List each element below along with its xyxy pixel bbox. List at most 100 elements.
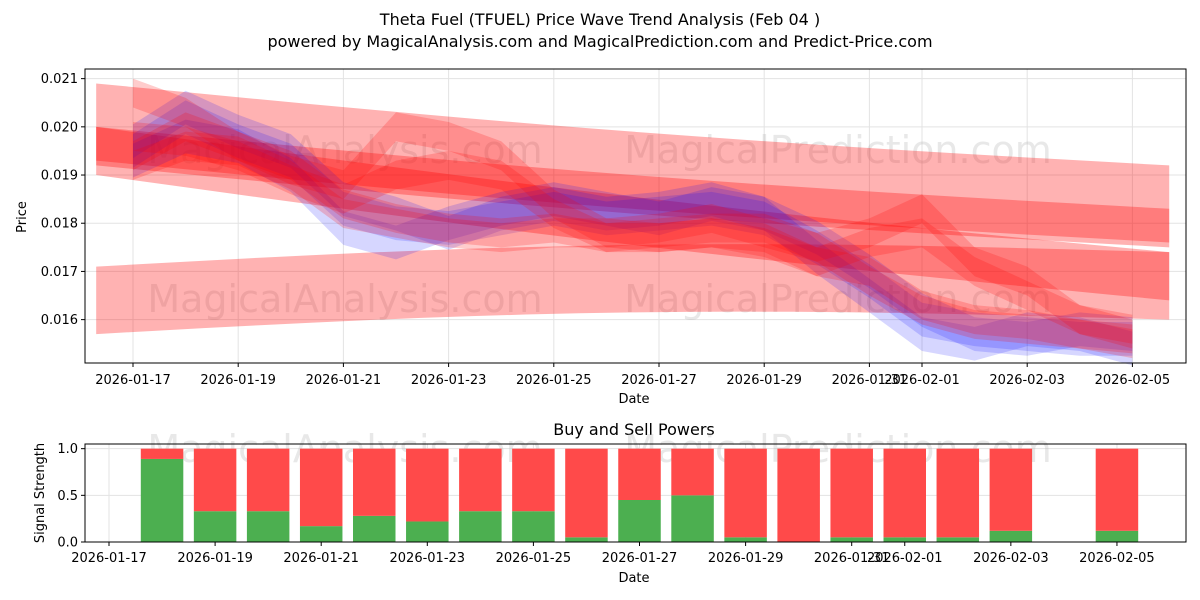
signal-y-ticks: 0.0 0.5 1.0 (57, 442, 85, 551)
sell-bar (618, 448, 661, 500)
signal-title: Buy and Sell Powers (553, 420, 715, 439)
buy-bar (883, 537, 926, 542)
signal-x-tick-label: 2026-01-31 (814, 551, 890, 566)
sell-bar (512, 448, 555, 512)
price-x-tick-label: 2026-01-23 (411, 373, 487, 388)
sell-bar (724, 448, 767, 538)
signal-x-ticks: 2026-01-17 2026-01-19 2026-01-21 2026-01-23… (71, 542, 1155, 566)
price-x-ticks: 2026-01-17 2026-01-19 2026-01-21 2026-01-23… (95, 363, 1170, 388)
buy-bar (406, 521, 449, 542)
sell-bar (883, 448, 926, 538)
signal-y-axis-label: Signal Strength (33, 443, 48, 543)
buy-bar (353, 515, 396, 542)
signal-axes-frame (84, 443, 1187, 543)
sell-bar (830, 448, 873, 538)
upper-trend-band (96, 83, 1170, 243)
buy-bar (140, 458, 184, 542)
buy-bar (512, 511, 555, 542)
sell-bar (671, 448, 714, 496)
sell-bar (140, 448, 184, 459)
price-y-axis-label: Price (15, 201, 30, 233)
price-x-tick-label: 2026-02-05 (1095, 373, 1171, 388)
signal-x-tick-label: 2026-02-05 (1079, 551, 1155, 566)
watermark-right-top: MagicalPrediction.com (624, 128, 1052, 172)
price-y-tick-label: 0.018 (41, 217, 78, 232)
buy-bar (299, 526, 343, 542)
chart-subtitle: powered by MagicalAnalysis.com and Magic… (267, 32, 932, 51)
signal-x-tick-label: 2026-01-25 (496, 551, 572, 566)
mid-trend-band (96, 126, 1170, 248)
buy-bar (565, 537, 608, 542)
signal-x-tick-label: 2026-02-03 (973, 551, 1049, 566)
buy-bar (989, 530, 1033, 542)
blue-wave-1 (133, 100, 1133, 356)
price-waves (133, 78, 1133, 366)
sell-bar (406, 448, 449, 522)
price-y-ticks: 0.016 0.017 0.018 0.019 0.020 0.021 (41, 72, 85, 328)
sell-bar (989, 448, 1033, 531)
watermark-left-top: MagicalAnalysis.com (147, 128, 542, 172)
chart-title: Theta Fuel (TFUEL) Price Wave Trend Anal… (379, 10, 820, 29)
price-y-tick-label: 0.020 (41, 120, 78, 135)
signal-bars (140, 448, 1139, 542)
signal-y-tick-label: 0.0 (57, 536, 78, 551)
red-wave-3 (133, 78, 1133, 344)
price-x-tick-label: 2026-01-25 (516, 373, 592, 388)
price-y-tick-label: 0.021 (41, 72, 78, 87)
sell-bar (936, 448, 980, 538)
watermark-left-bottom: MagicalAnalysis.com (147, 277, 542, 321)
price-y-tick-label: 0.016 (41, 313, 78, 328)
price-x-tick-label: 2026-02-03 (989, 373, 1065, 388)
signal-x-tick-label: 2026-01-21 (283, 551, 359, 566)
signal-x-tick-label: 2026-01-19 (177, 551, 253, 566)
sell-bar (353, 448, 396, 516)
buy-bar (724, 537, 767, 542)
blue-wave-3 (133, 90, 1133, 356)
signal-x-tick-label: 2026-01-29 (708, 551, 784, 566)
price-x-tick-label: 2026-01-17 (95, 373, 171, 388)
buy-bar (618, 500, 661, 542)
sell-bar (246, 448, 290, 512)
buy-bar (1095, 530, 1139, 542)
price-x-tick-label: 2026-01-31 (832, 373, 908, 388)
signal-x-tick-label: 2026-01-27 (602, 551, 678, 566)
price-gridlines (85, 69, 1186, 363)
buy-bar (936, 537, 980, 542)
red-wave-1 (133, 112, 1133, 354)
signal-x-tick-label: 2026-01-23 (390, 551, 466, 566)
price-y-tick-label: 0.017 (41, 265, 78, 280)
price-axes-frame (84, 68, 1187, 364)
buy-bar (830, 537, 873, 542)
price-x-tick-label: 2026-01-19 (200, 373, 276, 388)
blue-wave-2 (133, 119, 1133, 366)
price-x-tick-label: 2026-02-01 (884, 373, 960, 388)
signal-x-tick-label: 2026-01-17 (71, 551, 147, 566)
signal-panel: Buy and Sell Powers MagicalAnalysis.com … (33, 420, 1187, 586)
price-y-tick-label: 0.019 (41, 169, 78, 184)
sell-bar (777, 448, 820, 542)
sell-bar (1095, 448, 1139, 531)
descending-trend-band (96, 126, 1170, 301)
buy-bar (459, 511, 502, 542)
price-panel: MagicalAnalysis.com MagicalPrediction.co… (15, 68, 1187, 407)
signal-y-tick-label: 0.5 (57, 489, 78, 504)
price-x-tick-label: 2026-01-21 (306, 373, 382, 388)
red-wave-2 (133, 131, 1133, 359)
trend-bands (96, 83, 1170, 335)
price-x-axis-label: Date (618, 392, 649, 407)
sell-bar (193, 448, 237, 512)
price-x-tick-label: 2026-01-27 (621, 373, 697, 388)
sell-bar (459, 448, 502, 512)
signal-x-tick-label: 2026-02-01 (867, 551, 943, 566)
sell-bar (565, 448, 608, 538)
signal-y-tick-label: 1.0 (57, 442, 78, 457)
price-x-tick-label: 2026-01-29 (726, 373, 802, 388)
buy-bar (246, 511, 290, 542)
buy-bar (193, 511, 237, 542)
sell-bar (299, 448, 343, 527)
signal-x-axis-label: Date (618, 571, 649, 586)
lower-trend-band (96, 244, 1170, 335)
buy-bar (671, 495, 714, 542)
watermark-right-bottom: MagicalPrediction.com (624, 277, 1052, 321)
